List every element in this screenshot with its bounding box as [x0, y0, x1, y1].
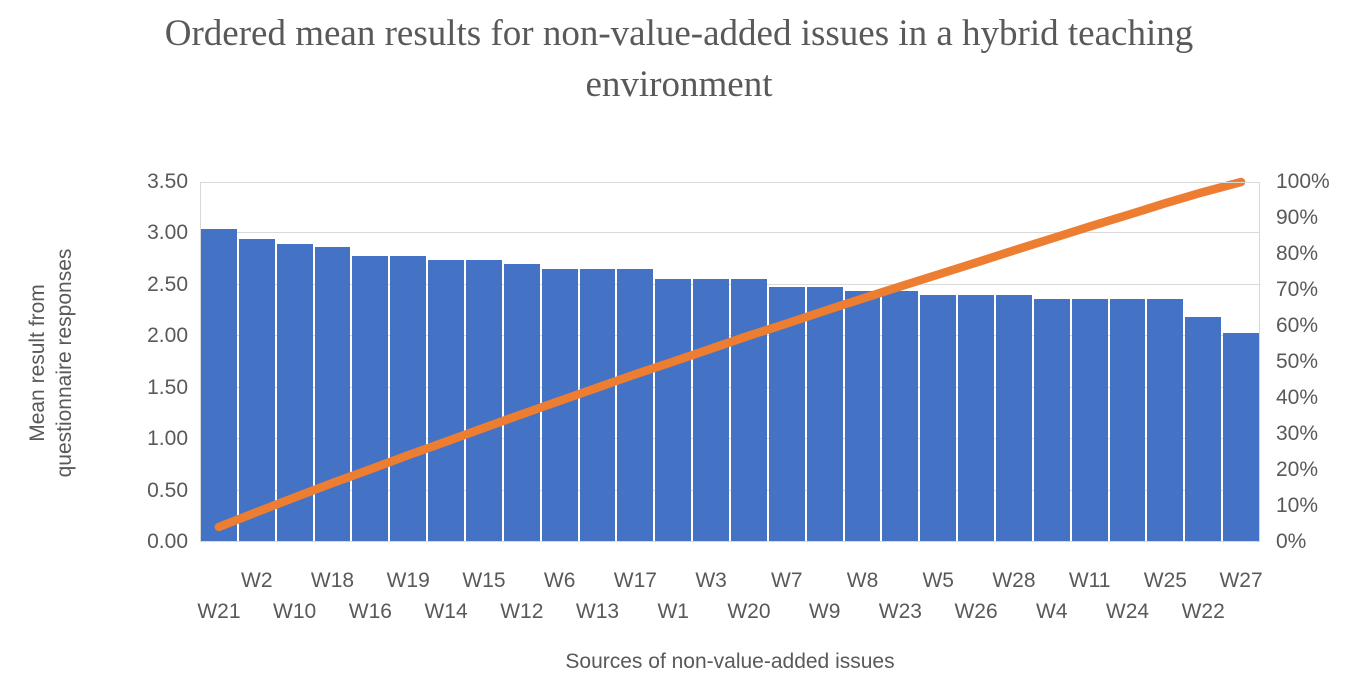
x-tick-W11: W11 — [1068, 569, 1111, 592]
right-axis-tick: 100% — [1276, 170, 1330, 193]
right-axis-tick: 10% — [1276, 494, 1319, 517]
x-tick-W27: W27 — [1219, 569, 1263, 592]
gridline — [200, 283, 1260, 285]
left-axis-tick: 1.50 — [147, 375, 188, 399]
chart-title-line-1: Ordered mean results for non-value-added… — [164, 13, 1194, 54]
x-tick-W16: W16 — [348, 600, 392, 623]
right-axis-tick: 80% — [1276, 242, 1319, 265]
x-tick-W7: W7 — [771, 569, 803, 592]
bar-W23 — [882, 291, 919, 542]
x-tick-W23: W23 — [878, 600, 922, 623]
x-tick-W14: W14 — [424, 600, 468, 623]
right-axis-tick: 70% — [1276, 278, 1319, 301]
cumulative-line-layer — [214, 177, 1246, 532]
left-axis-tick: 0.50 — [147, 478, 188, 502]
x-tick-W9: W9 — [808, 600, 841, 623]
gridline — [200, 386, 1260, 388]
bar-W21 — [201, 229, 237, 542]
gridline — [200, 438, 1260, 440]
bar-W3 — [693, 278, 730, 542]
x-tick-W18: W18 — [310, 569, 355, 592]
x-tick-W24: W24 — [1105, 600, 1150, 623]
gridline — [200, 489, 1260, 491]
right-axis-tick: 40% — [1276, 386, 1319, 409]
bar-series — [200, 182, 1260, 542]
bar-W20 — [731, 278, 767, 542]
bar-W22 — [1185, 316, 1222, 542]
x-tick-W15: W15 — [462, 569, 506, 592]
chart-title-line-2: environment — [585, 64, 773, 105]
x-tick-W21: W21 — [197, 600, 241, 623]
cumulative-line — [214, 177, 1246, 532]
bar-W16 — [352, 256, 389, 542]
x-tick-W10: W10 — [273, 600, 317, 623]
bar-W24 — [1109, 299, 1146, 542]
x-tick-W5: W5 — [922, 569, 954, 592]
bar-W5 — [920, 295, 957, 542]
bar-W25 — [1147, 299, 1184, 542]
bar-W8 — [844, 291, 881, 542]
bar-W19 — [390, 256, 427, 542]
left-axis-tick: 3.50 — [147, 170, 188, 193]
left-axis-title: Mean result from questionnaire responses — [24, 249, 78, 478]
gridline — [200, 335, 1260, 337]
bar-W17 — [617, 269, 654, 542]
left-axis-title-line-2: questionnaire responses — [53, 248, 76, 478]
plot-area — [200, 177, 1260, 542]
x-tick-W19: W19 — [386, 569, 430, 592]
x-tick-W4: W4 — [1036, 600, 1068, 623]
x-tick-W26: W26 — [954, 600, 998, 623]
x-tick-W17: W17 — [613, 569, 657, 592]
bar-W15 — [466, 260, 502, 542]
gridline — [200, 232, 1260, 234]
bar-W2 — [238, 238, 275, 542]
right-axis-tick: 0% — [1276, 530, 1307, 553]
x-tick-W20: W20 — [727, 600, 771, 623]
x-tick-W22: W22 — [1181, 600, 1225, 623]
x-tick-W1: W1 — [657, 600, 689, 623]
bar-W12 — [503, 264, 540, 542]
bar-W14 — [428, 260, 465, 542]
bar-W11 — [1071, 299, 1108, 542]
right-axis-tick: 30% — [1276, 422, 1319, 445]
bar-W1 — [655, 278, 692, 542]
x-tick-W28: W28 — [992, 569, 1036, 592]
x-tick-W8: W8 — [846, 569, 879, 592]
x-tick-W6: W6 — [543, 569, 576, 592]
x-axis-title: Sources of non-value-added issues — [565, 650, 895, 673]
right-axis-tick: 20% — [1276, 458, 1319, 481]
bar-W28 — [996, 295, 1032, 542]
bar-W4 — [1033, 299, 1070, 542]
left-axis-tick: 3.00 — [147, 221, 188, 245]
x-tick-W25: W25 — [1143, 569, 1187, 592]
x-tick-W2: W2 — [241, 569, 273, 592]
x-tick-W12: W12 — [500, 600, 544, 623]
x-tick-W3: W3 — [695, 569, 727, 592]
left-axis-tick: 1.00 — [147, 427, 188, 451]
left-axis-title-line-1: Mean result from — [26, 284, 49, 442]
right-axis-tick: 90% — [1276, 206, 1319, 229]
x-tick-W13: W13 — [575, 600, 620, 623]
left-axis-tick: 2.50 — [147, 272, 188, 296]
left-axis-tick: 0.00 — [147, 530, 188, 553]
bar-W13 — [579, 269, 616, 542]
right-axis-tick: 50% — [1276, 350, 1319, 373]
chart-title: Ordered mean results for non-value-added… — [0, 8, 1358, 110]
bar-W26 — [958, 295, 995, 542]
left-axis-tick: 2.00 — [147, 324, 188, 348]
bar-W27 — [1223, 333, 1260, 542]
bar-W9 — [806, 286, 843, 542]
right-axis-tick: 60% — [1276, 314, 1319, 337]
bar-W18 — [314, 246, 351, 542]
